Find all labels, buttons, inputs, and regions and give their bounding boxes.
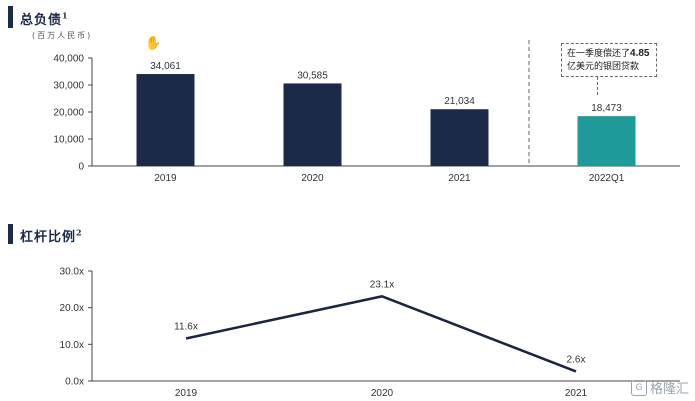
bar: [430, 109, 489, 166]
y-tick-label: 20,000: [53, 108, 84, 119]
y-tick-label: 0.0x: [65, 377, 84, 388]
line-value-label: 11.6x: [174, 321, 198, 332]
unit-label: (百万人民币): [32, 31, 93, 40]
line-value-label: 2.6x: [567, 354, 586, 365]
section-marker-2: [8, 224, 13, 244]
y-tick-label: 0: [78, 162, 84, 173]
bar-value-label: 34,061: [150, 61, 181, 72]
y-tick-label: 20.0x: [60, 303, 84, 314]
watermark-g-icon: G: [630, 379, 647, 396]
leverage-ratio-line-chart: 0.0x 10.0x 20.0x 30.0x 2019 11.6x 2020 23.1x 202…: [60, 267, 680, 399]
repayment-callout: 在一季度偿还了4.85 亿美元的银团贷款: [561, 43, 657, 77]
leverage-ratio-title: 杠杆比例2: [20, 227, 83, 245]
bar-value-label: 18,473: [591, 103, 622, 114]
y-tick-label: 30,000: [53, 81, 84, 92]
line-value-label: 23.1x: [370, 279, 394, 290]
x-tick-label: 2019: [154, 173, 177, 184]
x-tick-label: 2020: [371, 388, 394, 399]
x-tick-label: 2021: [448, 173, 471, 184]
bar-value-label: 21,034: [444, 96, 475, 107]
y-tick-label: 10.0x: [60, 340, 84, 351]
total-liabilities-bar-chart: 0 10,000 20,000 30,000 40,000 34,061 2019 30,58…: [53, 40, 680, 184]
x-tick-label: 2020: [301, 173, 324, 184]
bar-value-label: 30,585: [297, 70, 328, 81]
bar: [283, 83, 342, 166]
y-tick-label: 40,000: [53, 54, 84, 65]
hand-cursor-icon: ✋: [145, 36, 162, 51]
y-tick-label: 30.0x: [60, 267, 84, 278]
total-liabilities-title: 总负债1: [20, 10, 69, 28]
bar: [577, 116, 636, 166]
x-tick-label: 2019: [175, 388, 198, 399]
x-tick-label: 2022Q1: [589, 173, 625, 184]
leverage-line: [185, 294, 577, 373]
x-tick-label: 2021: [565, 388, 588, 399]
bar: [136, 74, 195, 166]
section-marker: [8, 6, 13, 28]
watermark-logo: G 格隆汇: [630, 378, 689, 397]
y-tick-label: 10,000: [53, 135, 84, 146]
